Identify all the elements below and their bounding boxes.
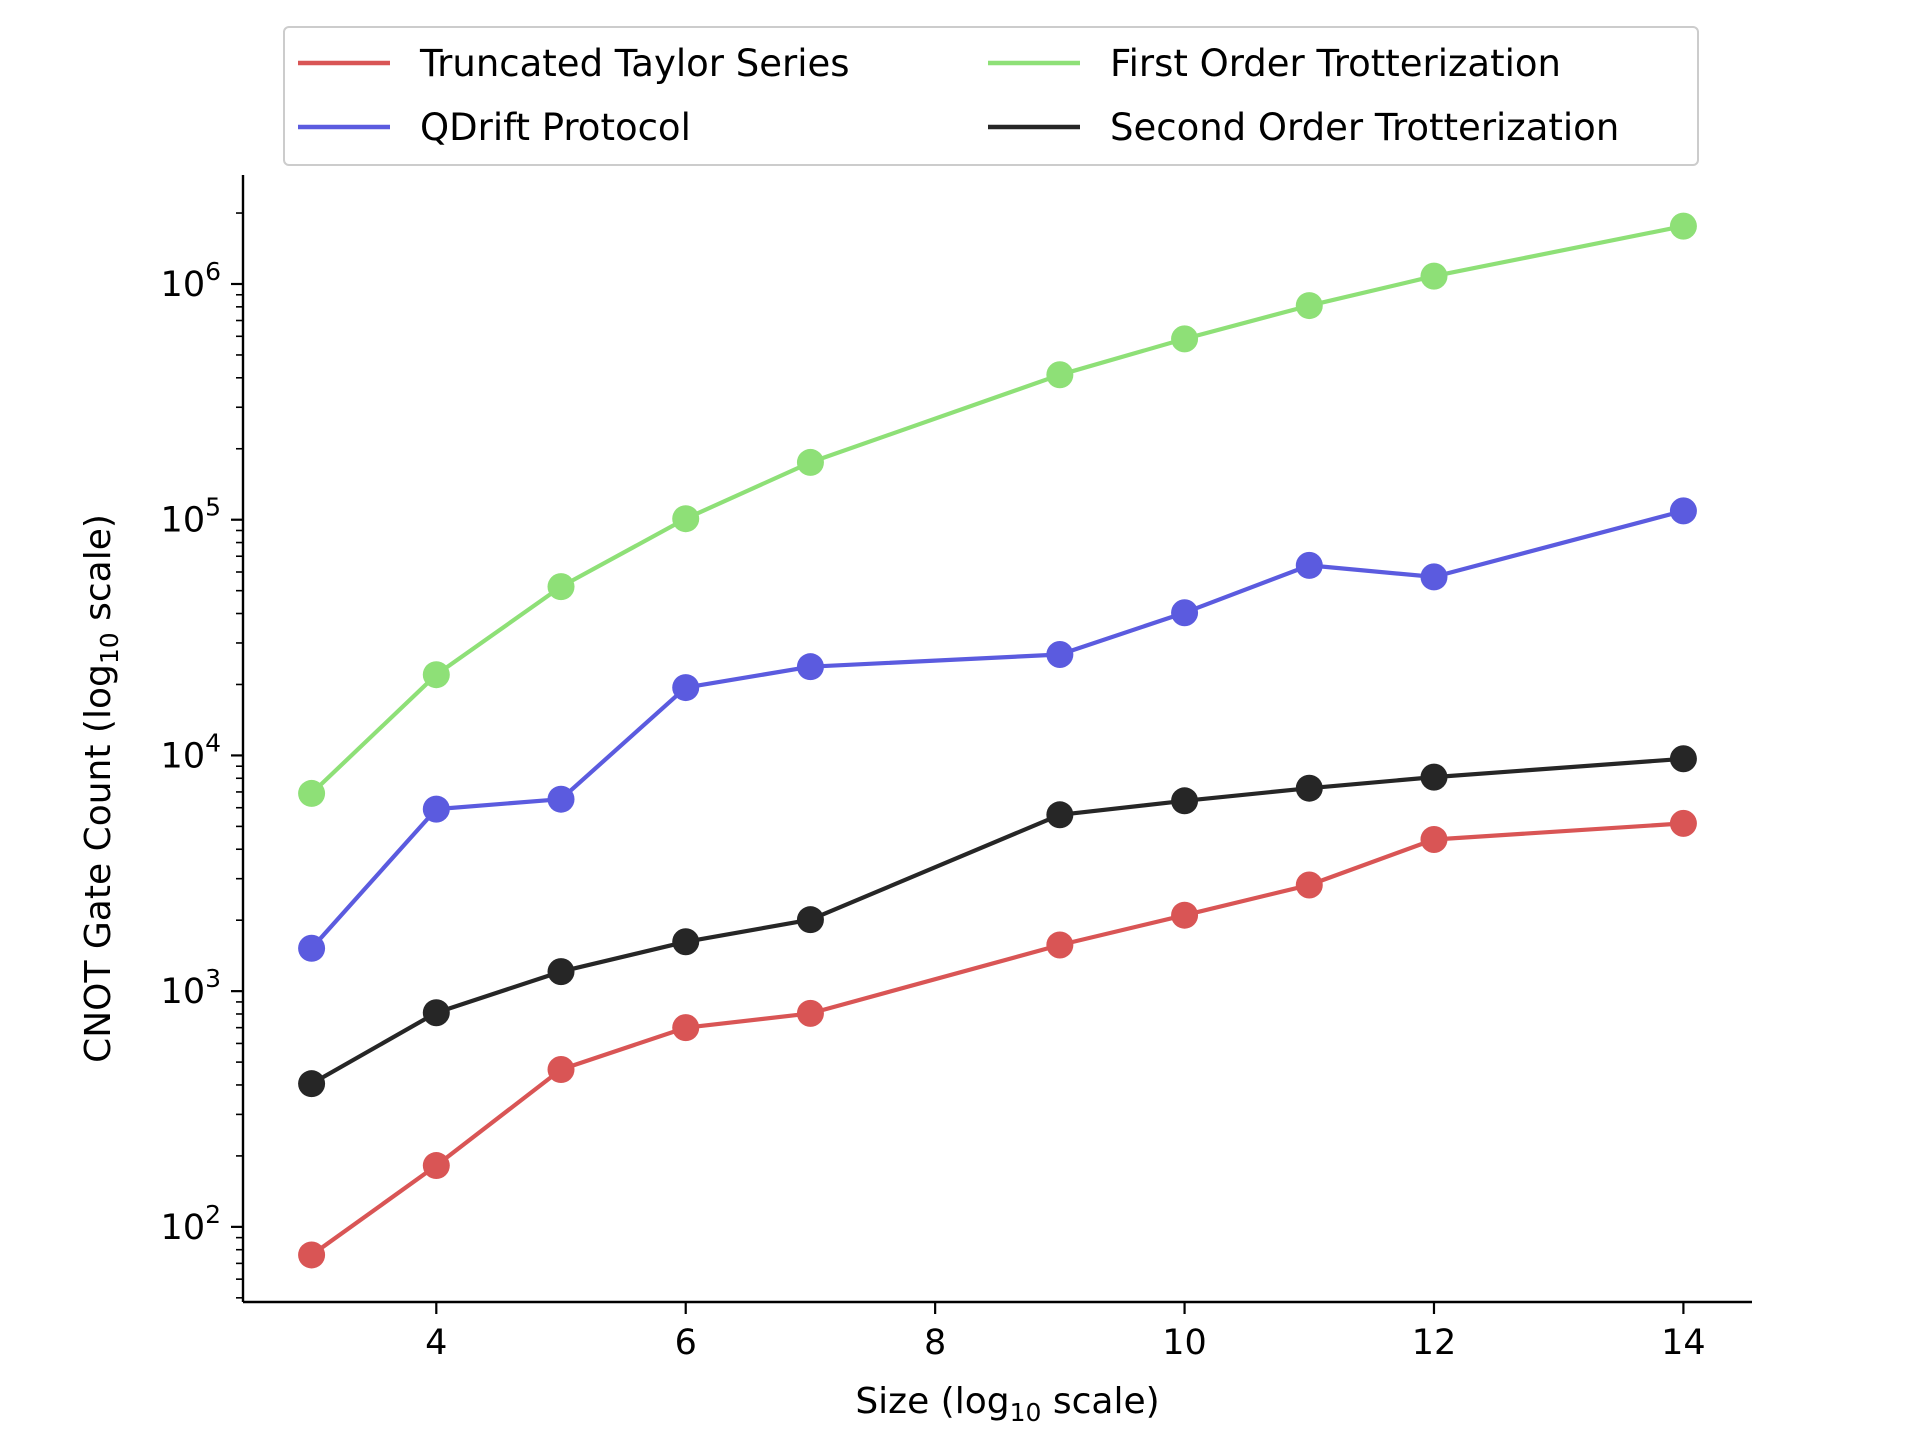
legend-label: QDrift Protocol <box>420 106 691 149</box>
data-point <box>796 999 824 1027</box>
data-point <box>1669 809 1697 837</box>
series-3 <box>298 745 1697 1098</box>
data-point <box>1669 497 1697 525</box>
data-point <box>1669 212 1697 240</box>
data-point <box>422 999 450 1027</box>
y-tick-label: 106 <box>161 257 221 305</box>
x-tick-label: 8 <box>924 1323 946 1363</box>
data-point <box>796 448 824 476</box>
data-point <box>1171 325 1199 353</box>
legend-label: First Order Trotterization <box>1110 42 1561 85</box>
x-tick-label: 14 <box>1661 1323 1706 1363</box>
data-point <box>1171 599 1199 627</box>
x-tick-label: 6 <box>675 1323 697 1363</box>
x-tick-label: 10 <box>1162 1323 1207 1363</box>
data-point <box>422 795 450 823</box>
data-point <box>298 779 326 807</box>
data-point <box>1420 825 1448 853</box>
x-axis-label: Size (log10 scale) <box>855 1381 1159 1427</box>
data-point <box>672 928 700 956</box>
data-point <box>547 1056 575 1084</box>
data-point <box>1420 262 1448 290</box>
data-point <box>298 934 326 962</box>
legend-label: Second Order Trotterization <box>1110 106 1619 149</box>
y-axis-label: CNOT Gate Count (log10 scale) <box>78 514 124 1063</box>
legend-entry: QDrift Protocol <box>298 106 691 149</box>
data-point <box>672 1014 700 1042</box>
series-line <box>310 508 1684 950</box>
data-point <box>672 505 700 533</box>
data-point <box>796 653 824 681</box>
data-point <box>1171 787 1199 815</box>
y-tick-label: 102 <box>161 1200 221 1248</box>
data-point <box>1420 763 1448 791</box>
y-tick-label: 104 <box>161 728 221 776</box>
series-0 <box>298 809 1697 1269</box>
y-tick-label: 105 <box>161 493 221 541</box>
data-point <box>422 1152 450 1180</box>
data-point <box>547 785 575 813</box>
data-point <box>298 1241 326 1269</box>
legend-box <box>283 26 1699 166</box>
data-point <box>1046 641 1074 669</box>
series-1 <box>298 497 1697 962</box>
series-line <box>310 224 1684 795</box>
legend-entry: Truncated Taylor Series <box>298 42 850 85</box>
series-line <box>310 821 1684 1257</box>
data-point <box>1295 774 1323 802</box>
data-point <box>796 906 824 934</box>
legend-entry: Second Order Trotterization <box>988 106 1619 149</box>
data-point <box>422 661 450 689</box>
legend-entry: First Order Trotterization <box>988 42 1561 85</box>
data-point <box>1295 292 1323 320</box>
data-point <box>547 573 575 601</box>
data-point <box>1295 871 1323 899</box>
y-tick-label: 103 <box>161 964 221 1012</box>
axes: 4 6 8 10 12 14 102 103 104 105 106 Size (log10 scal… <box>78 175 1752 1427</box>
data-point <box>1171 901 1199 929</box>
data-point <box>1046 361 1074 389</box>
legend-label: Truncated Taylor Series <box>419 42 850 85</box>
series-layer <box>298 212 1697 1269</box>
series-line <box>310 756 1684 1086</box>
legend: Truncated Taylor Series QDrift Protocol Fi… <box>283 26 1699 166</box>
x-tick-label: 4 <box>425 1323 447 1363</box>
series-2 <box>298 212 1697 807</box>
data-point <box>672 674 700 702</box>
data-point <box>1046 801 1074 829</box>
data-point <box>1046 931 1074 959</box>
data-point <box>1669 745 1697 773</box>
data-point <box>1295 551 1323 579</box>
data-point <box>1420 563 1448 591</box>
data-point <box>547 958 575 986</box>
x-tick-label: 12 <box>1412 1323 1457 1363</box>
data-point <box>298 1070 326 1098</box>
